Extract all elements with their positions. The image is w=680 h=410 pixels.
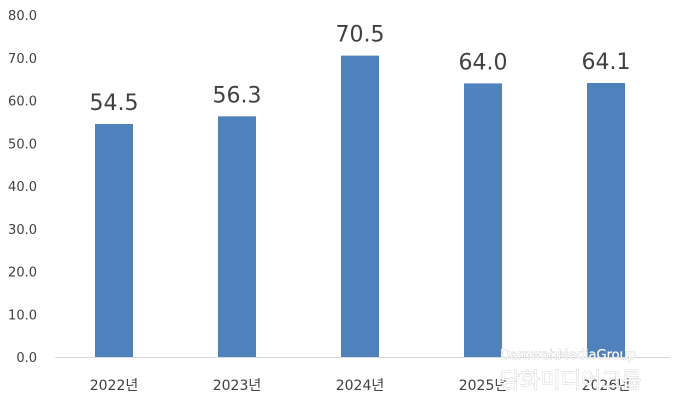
bar-data-label: 56.3 (213, 83, 262, 108)
watermark: DamwahMediaGroup 담화미디어그룹 (500, 348, 642, 395)
x-category-label: 2024년 (336, 378, 385, 394)
y-tick-label: 60.0 (8, 95, 37, 110)
x-category-label: 2022년 (90, 378, 139, 394)
bars (95, 55, 625, 358)
y-tick-label: 10.0 (8, 308, 37, 323)
y-axis-ticks: 0.0 10.0 20.0 30.0 40.0 50.0 60.0 70.0 80.0 (8, 9, 37, 366)
y-tick-label: 20.0 (8, 266, 37, 281)
x-category-label: 2025년 (459, 378, 508, 394)
y-tick-label: 0.0 (16, 351, 37, 366)
y-tick-label: 30.0 (8, 223, 37, 238)
bar (464, 83, 502, 358)
y-tick-label: 70.0 (8, 52, 37, 67)
x-category-label: 2026년 (582, 378, 631, 394)
watermark-line-2: 담화미디어그룹 (500, 369, 642, 394)
bar (587, 82, 625, 357)
bar (218, 116, 256, 357)
bar-data-label: 64.1 (582, 50, 631, 75)
x-axis-category-labels: 2022년 2023년 2024년 2025년 2026년 (90, 378, 631, 394)
x-category-label: 2023년 (213, 378, 262, 394)
bar (341, 55, 379, 358)
y-tick-label: 40.0 (8, 180, 37, 195)
bar-data-label: 54.5 (90, 91, 139, 116)
bar-data-label: 64.0 (459, 50, 508, 75)
data-labels: 54.5 56.3 70.5 64.0 64.1 (90, 23, 631, 116)
y-tick-label: 50.0 (8, 137, 37, 152)
y-tick-label: 80.0 (8, 9, 37, 24)
watermark-line-1: DamwahMediaGroup (500, 348, 636, 363)
bar (95, 124, 133, 357)
bar-data-label: 70.5 (336, 23, 385, 48)
